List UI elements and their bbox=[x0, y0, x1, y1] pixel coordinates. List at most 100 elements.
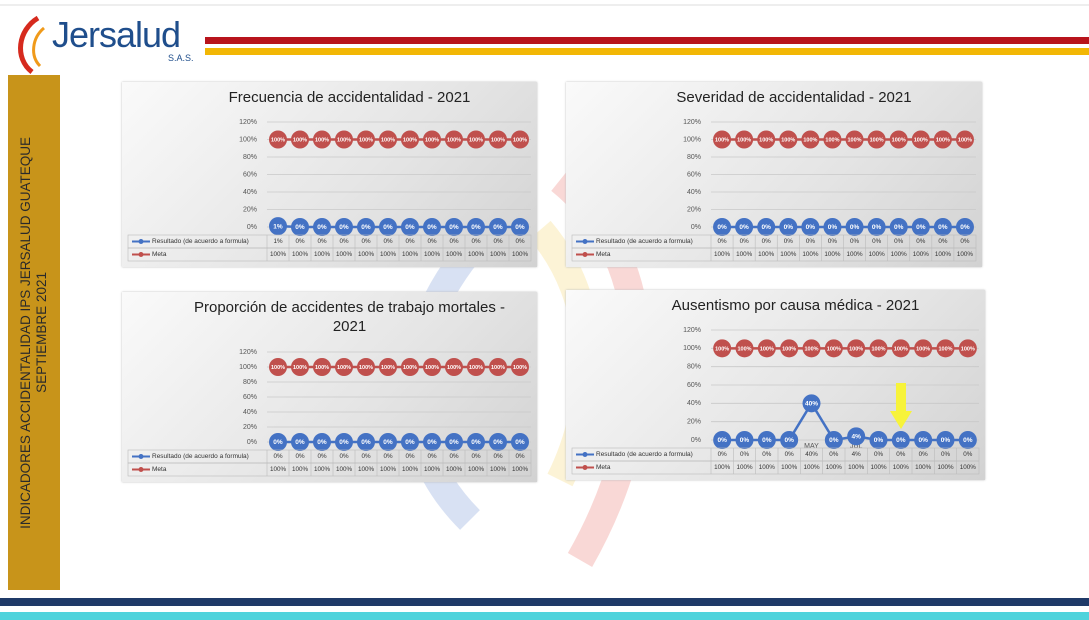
y-tick-label: 40% bbox=[687, 400, 701, 407]
data-label: 0% bbox=[361, 439, 371, 446]
table-cell: 100% bbox=[314, 251, 331, 258]
table-cell: 100% bbox=[358, 466, 375, 473]
yellow-stripe bbox=[205, 48, 1089, 55]
data-label: 100% bbox=[958, 137, 972, 143]
data-label: 100% bbox=[425, 365, 439, 371]
data-label: 0% bbox=[784, 224, 794, 231]
chart-panel: Frecuencia de accidentalidad - 20210%20%… bbox=[122, 82, 537, 267]
table-cell: 40% bbox=[805, 451, 818, 458]
table-cell: 100% bbox=[937, 464, 954, 471]
table-cell: 100% bbox=[468, 466, 485, 473]
table-cell: 100% bbox=[446, 466, 463, 473]
table-cell: 0% bbox=[515, 453, 525, 460]
data-label: 0% bbox=[717, 224, 727, 231]
table-cell: 100% bbox=[424, 251, 441, 258]
sidebar-line: INDICADORES ACCIDENTALIDAD IPS JERSALUD … bbox=[18, 137, 34, 529]
y-tick-label: 120% bbox=[683, 119, 701, 126]
sidebar-line: SEPTIEMBRE 2021 bbox=[34, 137, 50, 529]
data-label: 40% bbox=[805, 401, 818, 408]
table-cell: 100% bbox=[512, 466, 529, 473]
data-label: 0% bbox=[427, 224, 437, 231]
y-tick-label: 100% bbox=[683, 136, 701, 143]
data-label: 0% bbox=[960, 224, 970, 231]
table-cell: 0% bbox=[295, 453, 305, 460]
data-label: 100% bbox=[892, 137, 906, 143]
chart-panel: Proporción de accidentes de trabajo mort… bbox=[122, 292, 537, 482]
table-cell: 0% bbox=[471, 453, 481, 460]
data-label: 100% bbox=[381, 365, 395, 371]
data-label: 0% bbox=[317, 439, 327, 446]
legend-label: Meta bbox=[596, 464, 611, 471]
data-label: 100% bbox=[914, 137, 928, 143]
data-label: 100% bbox=[271, 137, 285, 143]
data-label: 100% bbox=[870, 137, 884, 143]
data-label: 0% bbox=[916, 224, 926, 231]
table-cell: 0% bbox=[339, 238, 349, 245]
data-label: 0% bbox=[762, 224, 772, 231]
data-label: 0% bbox=[850, 224, 860, 231]
data-label: 100% bbox=[715, 346, 729, 352]
data-label: 0% bbox=[405, 224, 415, 231]
data-label: 100% bbox=[293, 365, 307, 371]
data-label: 0% bbox=[874, 437, 884, 444]
data-label: 100% bbox=[737, 346, 751, 352]
arrow-shape bbox=[890, 383, 912, 429]
legend-label: Resultado (de acuerdo a formula) bbox=[152, 453, 249, 460]
y-tick-label: 20% bbox=[687, 419, 701, 426]
table-cell: 0% bbox=[317, 238, 327, 245]
data-label: 1% bbox=[273, 223, 283, 230]
data-label: 100% bbox=[271, 365, 285, 371]
data-label: 4% bbox=[851, 434, 861, 441]
y-tick-label: 40% bbox=[243, 409, 257, 416]
legend-swatch-dot bbox=[583, 239, 588, 244]
table-cell: 100% bbox=[869, 251, 886, 258]
highlight-arrow bbox=[890, 383, 912, 429]
y-tick-label: 0% bbox=[247, 224, 257, 231]
table-cell: 100% bbox=[380, 251, 397, 258]
data-label: 100% bbox=[491, 137, 505, 143]
data-label: 0% bbox=[896, 437, 906, 444]
data-label: 100% bbox=[759, 137, 773, 143]
table-cell: 0% bbox=[762, 238, 772, 245]
table-cell: 0% bbox=[938, 238, 948, 245]
data-label: 100% bbox=[359, 137, 373, 143]
table-cell: 0% bbox=[762, 451, 772, 458]
data-label: 0% bbox=[339, 224, 349, 231]
table-cell: 0% bbox=[963, 451, 973, 458]
table-cell: 0% bbox=[850, 238, 860, 245]
table-cell: 100% bbox=[824, 251, 841, 258]
data-label: 100% bbox=[315, 365, 329, 371]
table-cell: 100% bbox=[314, 466, 331, 473]
y-tick-label: 120% bbox=[683, 327, 701, 334]
data-label: 100% bbox=[513, 137, 527, 143]
table-cell: 0% bbox=[449, 238, 459, 245]
logo-swoosh bbox=[34, 28, 44, 66]
cyan-stripe bbox=[0, 612, 1089, 620]
table-cell: 0% bbox=[427, 238, 437, 245]
data-label: 0% bbox=[515, 439, 525, 446]
data-label: 100% bbox=[447, 137, 461, 143]
table-cell: 0% bbox=[785, 451, 795, 458]
table-cell: 0% bbox=[295, 238, 305, 245]
y-tick-label: 0% bbox=[691, 224, 701, 231]
legend-label: Resultado (de acuerdo a formula) bbox=[596, 451, 693, 458]
legend-swatch-dot bbox=[139, 467, 144, 472]
data-label: 100% bbox=[403, 137, 417, 143]
data-label: 100% bbox=[359, 365, 373, 371]
data-label: 0% bbox=[740, 437, 750, 444]
legend-swatch-dot bbox=[139, 239, 144, 244]
sidebar: INDICADORES ACCIDENTALIDAD IPS JERSALUD … bbox=[8, 75, 60, 590]
y-tick-label: 100% bbox=[239, 364, 257, 371]
table-cell: 0% bbox=[960, 238, 970, 245]
data-label: 0% bbox=[739, 224, 749, 231]
table-cell: 0% bbox=[718, 451, 728, 458]
table-cell: 0% bbox=[806, 238, 816, 245]
data-label: 100% bbox=[782, 346, 796, 352]
data-label: 100% bbox=[849, 346, 863, 352]
chart-plot: 0%20%40%60%80%100%120%MAYJUL0%0%0%0%40%0… bbox=[566, 290, 985, 480]
data-label: 100% bbox=[513, 365, 527, 371]
table-cell: 100% bbox=[846, 251, 863, 258]
data-label: 0% bbox=[449, 439, 459, 446]
legend-swatch-dot bbox=[139, 454, 144, 459]
y-tick-label: 20% bbox=[687, 206, 701, 213]
